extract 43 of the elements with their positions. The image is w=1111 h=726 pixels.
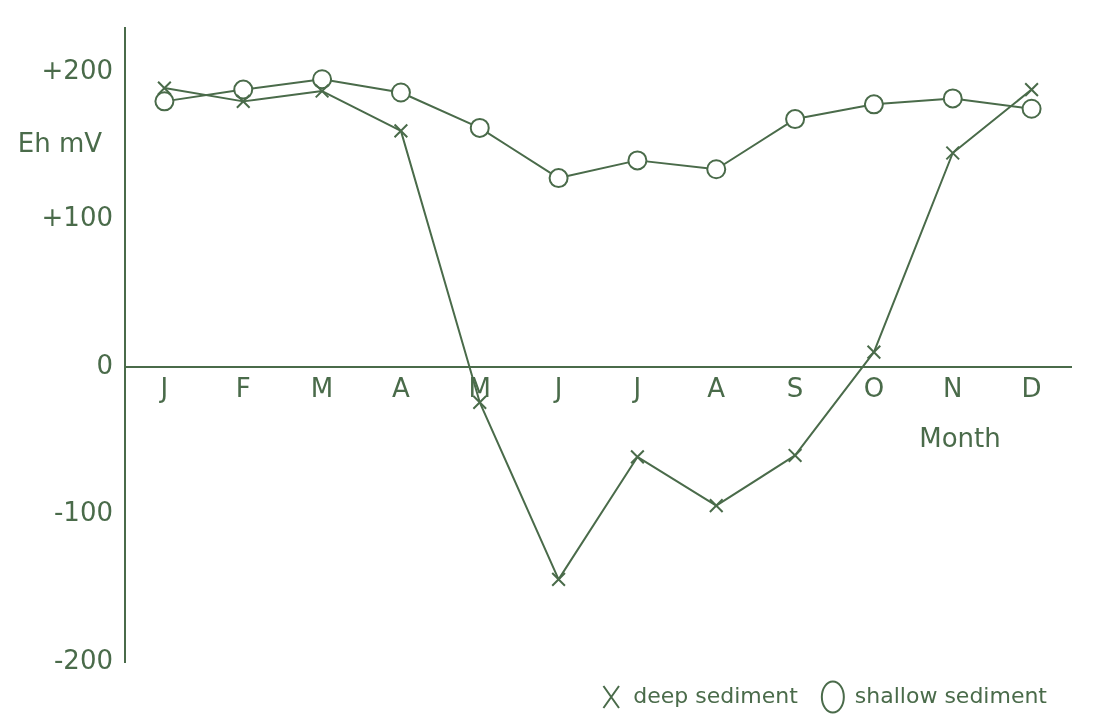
y-tick-label: +100 bbox=[41, 202, 113, 233]
point bbox=[157, 80, 172, 96]
y-axis-title: Eh mV bbox=[17, 128, 103, 159]
x-tick-label: J bbox=[158, 373, 169, 404]
point bbox=[312, 69, 333, 90]
point bbox=[627, 150, 648, 171]
x-tick-label: F bbox=[235, 373, 251, 404]
x-tick-label: D bbox=[1021, 373, 1042, 404]
y-tick-label: -100 bbox=[53, 497, 113, 528]
point bbox=[787, 448, 803, 463]
point bbox=[235, 94, 251, 109]
x-tick-label: J bbox=[552, 373, 563, 404]
point bbox=[785, 109, 806, 130]
point bbox=[233, 79, 254, 100]
y-tick-label: -200 bbox=[53, 644, 113, 675]
point bbox=[551, 572, 566, 587]
x-axis-title: Month bbox=[919, 423, 1001, 454]
point bbox=[942, 88, 963, 109]
x-tick-label: J bbox=[631, 373, 642, 404]
point bbox=[548, 168, 569, 189]
point bbox=[154, 91, 175, 112]
point bbox=[1024, 82, 1039, 97]
legend-label: shallow sediment bbox=[854, 682, 1048, 708]
point bbox=[630, 449, 645, 465]
point bbox=[706, 159, 727, 180]
legend-label: deep sediment bbox=[633, 682, 799, 708]
y-tick-label: 0 bbox=[96, 349, 113, 380]
x-tick-label: A bbox=[707, 373, 726, 404]
point bbox=[393, 123, 409, 139]
x-tick-label: A bbox=[392, 373, 411, 404]
point bbox=[1021, 98, 1042, 119]
point bbox=[469, 117, 490, 138]
point bbox=[390, 82, 411, 103]
point bbox=[945, 145, 961, 161]
x-tick-label: O bbox=[863, 373, 885, 404]
x-tick-label: S bbox=[786, 373, 804, 404]
point bbox=[314, 83, 330, 99]
y-tick-label: +200 bbox=[41, 54, 113, 85]
point bbox=[863, 94, 884, 115]
point bbox=[866, 344, 882, 360]
point bbox=[708, 498, 724, 513]
x-tick-label: M bbox=[310, 373, 334, 404]
x-tick-label: N bbox=[943, 373, 963, 404]
